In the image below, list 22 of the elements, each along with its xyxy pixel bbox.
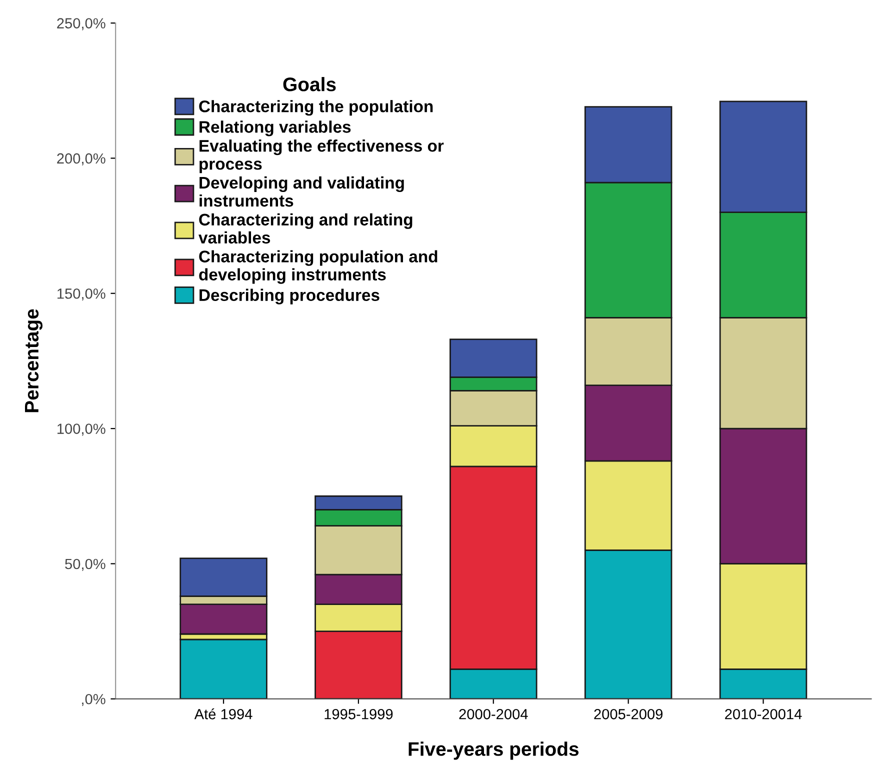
legend-title: Goals (283, 77, 336, 92)
legend-label: Describing procedures (200, 288, 380, 304)
y-tick-label: 150,0% (58, 288, 106, 301)
x-tick-label: 2010-20014 (725, 708, 802, 720)
x-tick-label: Até 1994 (194, 708, 252, 720)
x-tick-label: 2000-2004 (459, 708, 528, 720)
y-axis-title: Percentage (25, 309, 42, 412)
y-tick-label: ,0% (82, 694, 106, 706)
legend-label: Characterizing population and developing instruments (199, 250, 438, 284)
legend-label: Characterizing and relating variables (198, 213, 412, 244)
y-tick-label: 200,0% (57, 153, 106, 166)
y-tick-label: 250,0% (57, 18, 106, 30)
legend-label: Evaluating the effectiveness or process (200, 140, 444, 174)
y-tick-label: 100,0% (58, 424, 106, 436)
y-tick-label: 50,0% (65, 558, 106, 571)
bar (180, 638, 268, 699)
x-tick-label: 2005-2009 (594, 708, 663, 720)
legend-label: Developing and validating instruments (200, 176, 404, 207)
legend-label: Relationg variables (200, 120, 351, 136)
x-axis-title: Five-years periods (408, 742, 579, 760)
legend-label: Characterizing the population (199, 100, 433, 116)
x-tick-label: 1995-1999 (324, 708, 393, 720)
